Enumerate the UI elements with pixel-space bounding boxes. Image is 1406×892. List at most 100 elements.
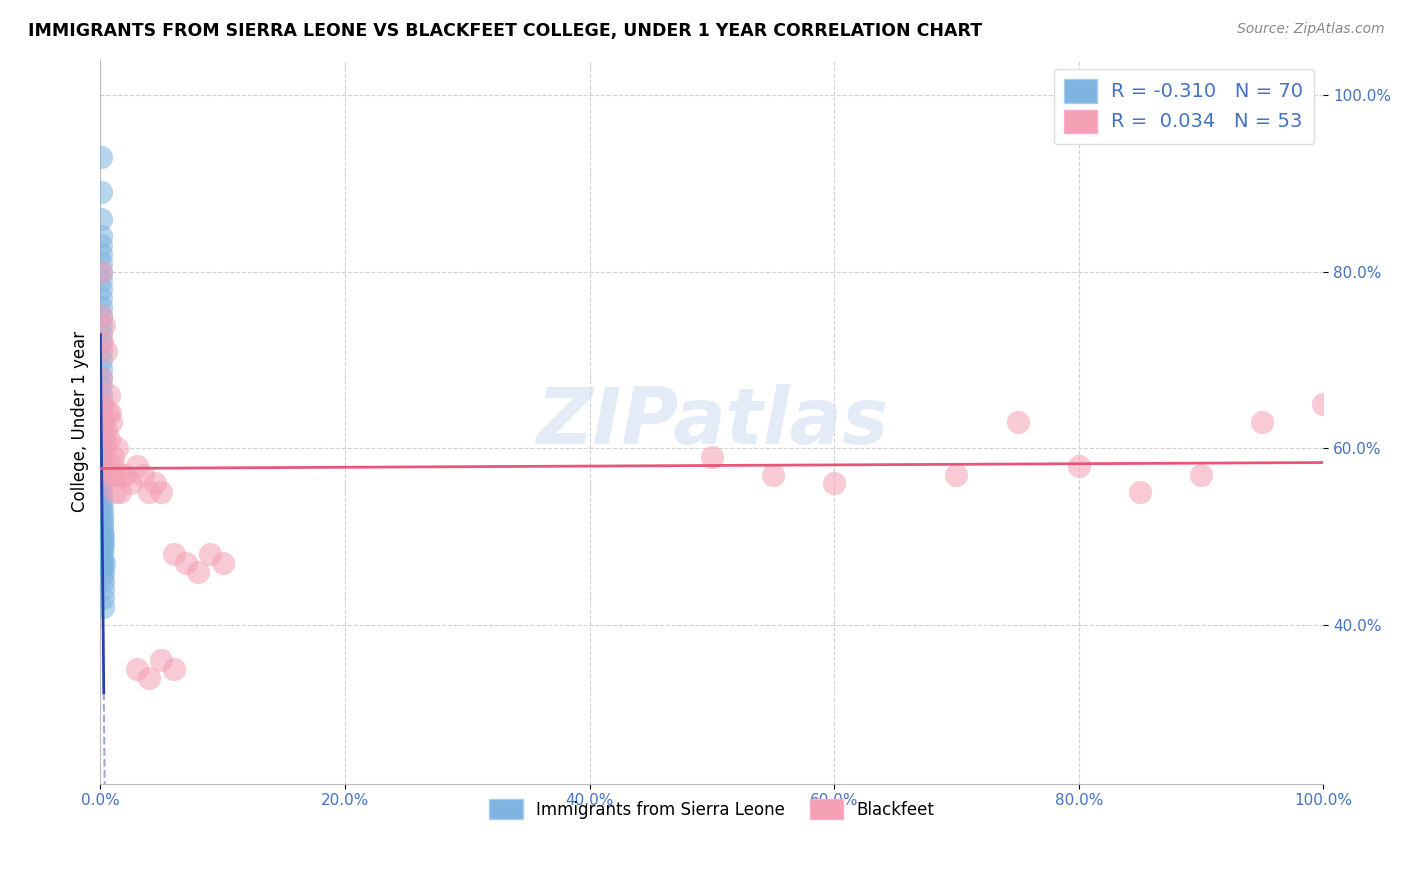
Point	[91, 556, 114, 570]
Point	[93, 556, 115, 570]
Point	[90, 529, 112, 543]
Point	[90, 433, 112, 447]
Point	[90, 521, 112, 535]
Point	[104, 467, 127, 482]
Point	[145, 476, 167, 491]
Point	[90, 150, 112, 164]
Point	[90, 229, 112, 244]
Point	[91, 565, 114, 579]
Point	[90, 379, 112, 393]
Point	[163, 662, 186, 676]
Point	[91, 335, 114, 350]
Point	[91, 569, 114, 583]
Point	[90, 467, 112, 482]
Y-axis label: College, Under 1 year: College, Under 1 year	[72, 331, 89, 512]
Point	[150, 485, 173, 500]
Point	[91, 591, 114, 606]
Point	[91, 524, 114, 539]
Point	[96, 344, 118, 359]
Text: ZIPatlas: ZIPatlas	[536, 384, 889, 459]
Point	[90, 361, 112, 376]
Point	[1067, 458, 1090, 473]
Point	[98, 406, 121, 420]
Point	[174, 556, 197, 570]
Point	[90, 388, 112, 402]
Point	[94, 467, 117, 482]
Point	[90, 458, 112, 473]
Point	[90, 415, 112, 429]
Point	[762, 467, 785, 482]
Point	[93, 529, 115, 543]
Point	[90, 441, 112, 455]
Point	[91, 533, 114, 548]
Point	[90, 419, 112, 434]
Point	[90, 508, 112, 522]
Point	[120, 476, 142, 491]
Point	[132, 467, 155, 482]
Point	[90, 424, 112, 438]
Point	[91, 582, 114, 597]
Point	[91, 600, 114, 615]
Point	[90, 481, 112, 495]
Point	[90, 424, 112, 438]
Point	[1251, 415, 1274, 429]
Point	[90, 344, 112, 359]
Point	[90, 450, 112, 464]
Point	[97, 406, 120, 420]
Point	[90, 264, 112, 278]
Point	[150, 653, 173, 667]
Point	[108, 485, 131, 500]
Point	[90, 494, 112, 508]
Point	[1312, 397, 1334, 411]
Point	[91, 560, 114, 574]
Point	[90, 247, 112, 261]
Point	[90, 410, 112, 425]
Point	[114, 467, 136, 482]
Point	[90, 211, 112, 226]
Point	[94, 441, 117, 455]
Point	[138, 485, 160, 500]
Point	[90, 454, 112, 468]
Point	[90, 499, 112, 513]
Point	[945, 467, 967, 482]
Point	[90, 436, 112, 450]
Point	[163, 547, 186, 561]
Point	[90, 273, 112, 287]
Point	[700, 450, 723, 464]
Point	[90, 264, 112, 278]
Point	[90, 512, 112, 526]
Point	[90, 309, 112, 323]
Point	[90, 472, 112, 486]
Point	[97, 433, 120, 447]
Point	[91, 574, 114, 588]
Point	[90, 503, 112, 517]
Point	[93, 318, 115, 332]
Point	[91, 538, 114, 552]
Point	[90, 463, 112, 477]
Point	[138, 671, 160, 685]
Point	[98, 467, 121, 482]
Point	[90, 433, 112, 447]
Point	[91, 397, 114, 411]
Point	[90, 476, 112, 491]
Point	[90, 282, 112, 296]
Point	[91, 542, 114, 557]
Point	[211, 556, 233, 570]
Point	[107, 441, 129, 455]
Point	[90, 291, 112, 305]
Point	[90, 335, 112, 350]
Point	[125, 662, 148, 676]
Point	[91, 551, 114, 566]
Point	[97, 458, 120, 473]
Point	[90, 445, 112, 459]
Point	[90, 397, 112, 411]
Point	[104, 485, 127, 500]
Point	[1007, 415, 1029, 429]
Text: Source: ZipAtlas.com: Source: ZipAtlas.com	[1237, 22, 1385, 37]
Point	[111, 467, 134, 482]
Point	[90, 352, 112, 367]
Point	[96, 424, 118, 438]
Legend: Immigrants from Sierra Leone, Blackfeet: Immigrants from Sierra Leone, Blackfeet	[482, 792, 941, 826]
Point	[90, 516, 112, 531]
Point	[93, 433, 115, 447]
